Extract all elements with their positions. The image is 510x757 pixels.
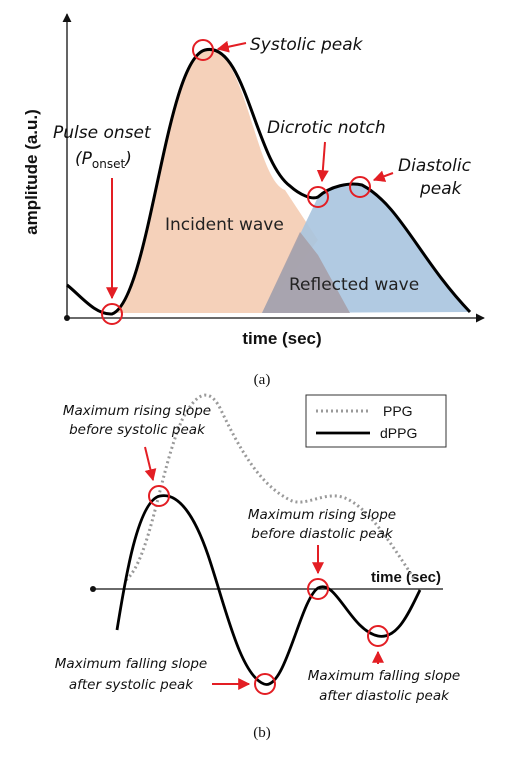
p-onset-symbol: P — [82, 149, 93, 169]
y-axis-label: amplitude (a.u.) — [22, 109, 41, 235]
ppg-waveform — [66, 48, 472, 316]
max-fall-diastolic-marker — [367, 625, 389, 647]
diastolic-peak-arrow — [372, 170, 394, 182]
pulse-onset-marker — [101, 303, 123, 325]
systolic-peak-label: Systolic peak — [250, 35, 364, 55]
max-rise-systolic-label-1: Maximum rising slope — [63, 403, 211, 419]
p-onset-label: (Ponset) — [75, 149, 132, 171]
dicrotic-notch-label: Dicrotic notch — [267, 118, 386, 138]
reflected-wave-label: Reflected wave — [289, 275, 419, 295]
legend-dppg-label: dPPG — [380, 425, 417, 441]
p-onset-close-paren: ) — [123, 149, 132, 169]
origin-dot — [64, 315, 70, 321]
overlap-region — [262, 232, 350, 313]
max-fall-diastolic-label-2: after diastolic peak — [319, 688, 450, 704]
systolic-peak-marker — [192, 39, 214, 61]
max-fall-diastolic-label-1: Maximum falling slope — [308, 668, 460, 684]
diastolic-peak-label-line1: Diastolic — [398, 156, 472, 176]
legend-box — [305, 394, 447, 448]
max-rise-diastolic-label-1: Maximum rising slope — [248, 507, 396, 523]
systolic-peak-arrow — [216, 40, 247, 53]
panel-b: time (sec) Maximum rising slope before s… — [55, 393, 460, 741]
max-fall-systolic-label-1: Maximum falling slope — [55, 656, 207, 672]
diastolic-peak-marker — [349, 176, 371, 198]
max-fall-systolic-marker — [254, 673, 276, 695]
caption-a: (a) — [254, 372, 271, 388]
diastolic-peak-label-line2: peak — [419, 179, 463, 199]
max-rise-systolic-label-2: before systolic peak — [69, 422, 206, 438]
p-onset-open-paren: ( — [75, 149, 83, 169]
caption-b: (b) — [253, 725, 271, 741]
max-fall-systolic-label-2: after systolic peak — [69, 677, 194, 693]
legend-ppg-label: PPG — [383, 403, 413, 419]
b-origin-dot — [90, 586, 96, 592]
max-rise-systolic-marker — [148, 485, 170, 507]
max-rise-diastolic-label-2: before diastolic peak — [251, 526, 394, 542]
incident-wave-label: Incident wave — [165, 215, 284, 235]
b-x-axis-label: time (sec) — [371, 569, 441, 586]
pulse-onset-label: Pulse onset — [53, 123, 152, 143]
p-onset-subscript: onset — [92, 157, 126, 171]
max-rise-systolic-arrow — [144, 446, 157, 482]
ppg-dotted-curve — [124, 393, 417, 582]
panel-a: Systolic peak Pulse onset (Ponset) Dicro… — [22, 13, 485, 388]
x-axis-label: time (sec) — [242, 329, 321, 348]
legend: PPG dPPG — [305, 394, 447, 448]
incident-wave-region — [112, 49, 318, 314]
dicrotic-notch-marker — [307, 186, 329, 208]
dicrotic-notch-arrow — [316, 141, 329, 183]
max-rise-diastolic-marker — [307, 578, 329, 600]
